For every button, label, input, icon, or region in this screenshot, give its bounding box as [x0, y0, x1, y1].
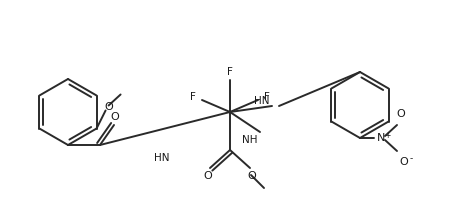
Text: O: O: [248, 171, 256, 181]
Text: HN: HN: [254, 96, 270, 106]
Text: -: -: [409, 155, 413, 164]
Text: F: F: [264, 92, 270, 102]
Text: O: O: [111, 112, 120, 122]
Text: F: F: [227, 67, 233, 77]
Text: N: N: [377, 133, 385, 143]
Text: O: O: [104, 101, 113, 112]
Text: NH: NH: [242, 135, 258, 145]
Text: +: +: [384, 130, 390, 139]
Text: O: O: [397, 109, 405, 119]
Text: HN: HN: [154, 153, 170, 163]
Text: O: O: [204, 171, 213, 181]
Text: F: F: [190, 92, 196, 102]
Text: O: O: [400, 157, 409, 167]
